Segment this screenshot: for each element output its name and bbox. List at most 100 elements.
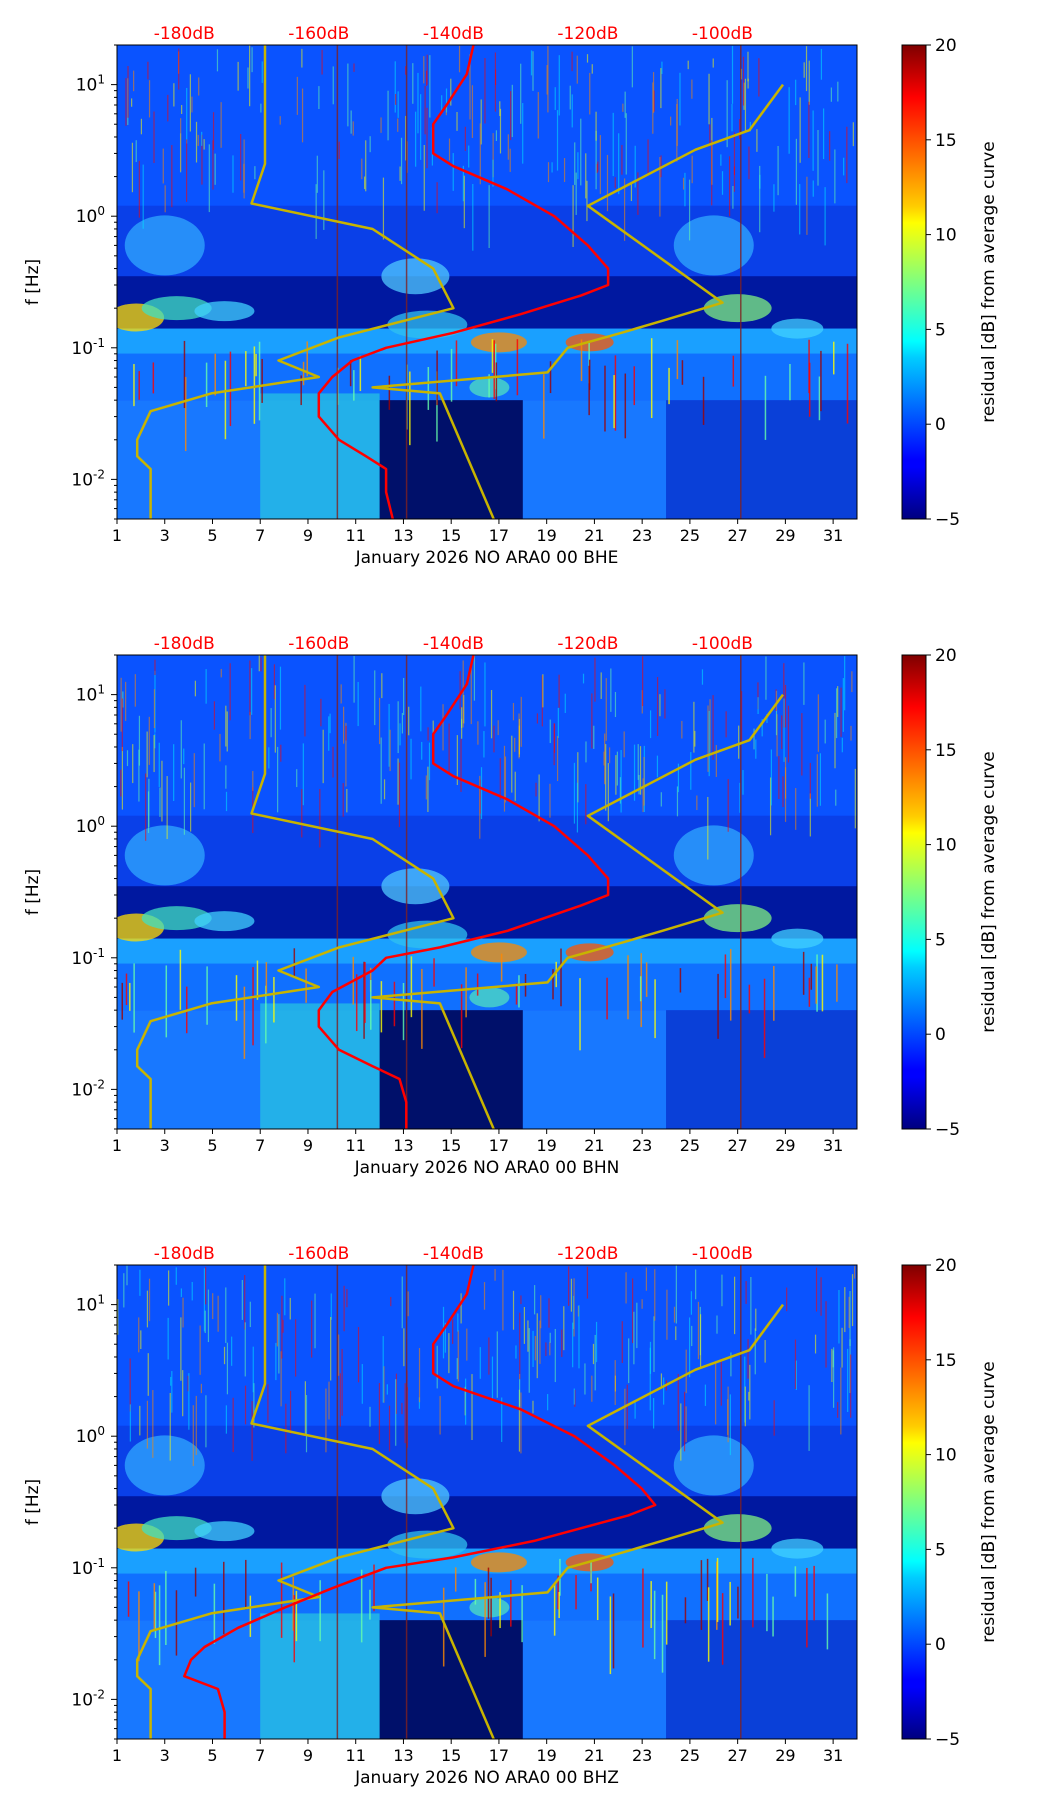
spectrogram-streak bbox=[388, 1405, 391, 1452]
spectrogram-streak bbox=[806, 176, 808, 235]
x-axis-label: January 2026 NO ARA0 00 BHE bbox=[355, 548, 619, 568]
spectrogram-heatmap bbox=[117, 45, 857, 519]
spectrogram-streak bbox=[403, 1328, 405, 1367]
spectrogram-spike bbox=[821, 954, 824, 1012]
spectrogram-streak bbox=[852, 122, 854, 147]
spectrogram-streak bbox=[558, 55, 560, 116]
spectrogram-spike bbox=[253, 346, 256, 424]
spectrogram-streak bbox=[465, 1378, 467, 1425]
spectrogram-streak bbox=[758, 58, 760, 97]
spectrogram-spike bbox=[813, 1565, 815, 1621]
nlnm-curve bbox=[135, 1265, 455, 1739]
spectrogram-streak bbox=[507, 134, 509, 160]
spectrogram-streak bbox=[547, 1394, 549, 1411]
spectrogram-streak bbox=[382, 177, 385, 240]
spectrogram-streak bbox=[220, 668, 222, 678]
spectrogram-streak bbox=[540, 1295, 542, 1329]
spectrogram-streak bbox=[803, 662, 805, 705]
spectrogram-streak bbox=[203, 1268, 206, 1332]
spectrogram-spike bbox=[488, 374, 490, 398]
spectrogram-streak bbox=[328, 1381, 330, 1420]
x-tick-label: 1 bbox=[112, 526, 122, 545]
spectrogram-streak bbox=[126, 750, 129, 767]
spectrogram-streak bbox=[408, 706, 410, 736]
spectrogram-streak bbox=[624, 1388, 626, 1446]
spectrogram-streak bbox=[436, 182, 438, 214]
spectrogram-streak bbox=[456, 1358, 458, 1380]
spectrogram-streak bbox=[551, 162, 553, 173]
spectrogram-streak bbox=[212, 1293, 214, 1320]
spectrogram-spike bbox=[364, 962, 366, 1023]
spectrogram-streak bbox=[582, 673, 585, 684]
spectrogram-streak bbox=[653, 1316, 655, 1373]
spectrogram-streak bbox=[350, 110, 352, 134]
spectrogram-spike bbox=[245, 1559, 247, 1610]
spectrogram-streak bbox=[749, 1364, 751, 1420]
spectrogram-streak bbox=[442, 1306, 445, 1359]
spectrogram-streak bbox=[815, 1267, 818, 1312]
y-tick-label: 10-2 bbox=[71, 467, 105, 490]
spectrogram-streak bbox=[244, 1275, 246, 1330]
spectrogram-spike bbox=[433, 958, 435, 987]
spectrogram-streak bbox=[295, 1319, 297, 1377]
spectrogram-streak bbox=[748, 146, 750, 180]
spectrogram-streak bbox=[205, 1266, 207, 1305]
spectrogram-streak bbox=[383, 779, 386, 800]
spectrogram-spike bbox=[521, 1585, 523, 1643]
spectrogram-spike bbox=[138, 1591, 140, 1662]
spectrogram-streak bbox=[653, 1398, 655, 1429]
spectrogram-streak bbox=[208, 144, 210, 213]
spectrogram-streak bbox=[693, 701, 695, 753]
spectrogram-streak bbox=[191, 1282, 193, 1301]
spectrogram-streak bbox=[458, 45, 461, 73]
spectrogram-streak bbox=[275, 1342, 277, 1381]
spectrogram-streak bbox=[148, 716, 150, 765]
spectrogram-streak bbox=[304, 684, 306, 737]
y-tick-label: 101 bbox=[76, 1293, 105, 1316]
spectrogram-streak bbox=[329, 713, 331, 734]
spectrogram-streak bbox=[808, 101, 810, 159]
spectrogram-streak bbox=[585, 784, 587, 825]
spectrogram-spike bbox=[624, 373, 627, 439]
spectrogram-streak bbox=[201, 131, 203, 146]
spectrogram-spike bbox=[427, 367, 430, 410]
spectrogram-streak bbox=[441, 95, 443, 112]
spectrogram-streak bbox=[545, 1342, 547, 1357]
y-tick-label: 10-1 bbox=[71, 1556, 105, 1579]
spectrogram-streak bbox=[675, 1326, 677, 1341]
spectrogram-streak bbox=[380, 737, 382, 804]
spectrogram-streak bbox=[424, 85, 426, 135]
spectrogram-streak bbox=[721, 171, 724, 195]
spectrogram-streak bbox=[460, 739, 462, 792]
spectrogram-streak bbox=[642, 778, 644, 813]
spectrogram-streak bbox=[186, 87, 188, 144]
spectrogram-spike bbox=[806, 1567, 808, 1648]
spectrogram-streak bbox=[591, 693, 593, 749]
spectrogram-streak bbox=[304, 1381, 306, 1435]
spectrogram-streak bbox=[146, 731, 148, 778]
spectrogram-streak bbox=[688, 179, 691, 241]
spectrogram-streak bbox=[808, 1385, 810, 1451]
spectrogram-streak bbox=[204, 1310, 206, 1334]
spectrogram-streak bbox=[561, 1329, 563, 1357]
spectrogram-spike bbox=[650, 338, 653, 419]
spectrogram-streak bbox=[330, 1293, 332, 1320]
spectrogram-streak bbox=[554, 1328, 556, 1383]
spectrogram-streak bbox=[549, 1342, 551, 1356]
spectrogram-spike bbox=[258, 341, 261, 421]
spectrogram-streak bbox=[421, 741, 423, 760]
spectrogram-streak bbox=[328, 716, 330, 751]
colorbar-tick-label: 20 bbox=[935, 36, 957, 56]
spectrogram-streak bbox=[457, 1313, 459, 1332]
spectrogram-spike bbox=[484, 1582, 486, 1657]
spectrogram-streak bbox=[624, 91, 626, 118]
colorbar-tick-label: 20 bbox=[935, 1256, 957, 1276]
spectrogram-streak bbox=[154, 659, 156, 676]
spectrogram-streak bbox=[563, 158, 566, 182]
spectrogram-streak bbox=[578, 1305, 580, 1369]
x-tick-label: 23 bbox=[632, 526, 652, 545]
x-tick-label: 3 bbox=[160, 526, 170, 545]
spectrogram-streak bbox=[547, 162, 550, 183]
spectrogram-streak bbox=[483, 731, 485, 758]
spectrogram-streak bbox=[701, 669, 704, 685]
